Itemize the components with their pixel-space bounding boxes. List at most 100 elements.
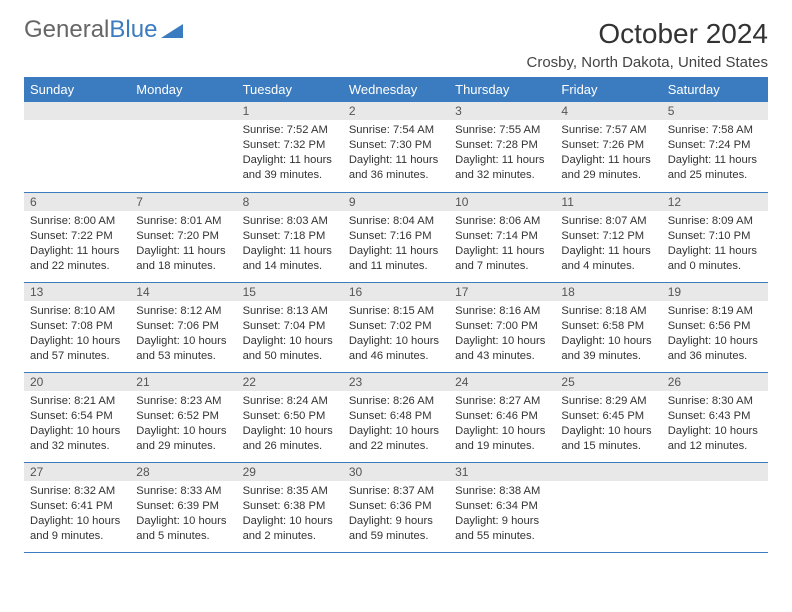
sunrise-text: Sunrise: 8:38 AM	[455, 484, 549, 499]
sunrise-text: Sunrise: 8:09 AM	[668, 214, 762, 229]
daylight-text: Daylight: 11 hours and 29 minutes.	[561, 153, 655, 183]
calendar-day-cell: 15Sunrise: 8:13 AMSunset: 7:04 PMDayligh…	[237, 282, 343, 372]
calendar-day-cell: 9Sunrise: 8:04 AMSunset: 7:16 PMDaylight…	[343, 192, 449, 282]
day-number	[555, 463, 661, 481]
daylight-text: Daylight: 10 hours and 26 minutes.	[243, 424, 337, 454]
calendar-day-cell: 1Sunrise: 7:52 AMSunset: 7:32 PMDaylight…	[237, 102, 343, 192]
day-number	[24, 102, 130, 120]
daylight-text: Daylight: 10 hours and 46 minutes.	[349, 334, 443, 364]
weekday-header: Sunday	[24, 77, 130, 102]
day-number: 13	[24, 283, 130, 301]
sunrise-text: Sunrise: 7:57 AM	[561, 123, 655, 138]
day-number: 1	[237, 102, 343, 120]
sunrise-text: Sunrise: 8:04 AM	[349, 214, 443, 229]
sunset-text: Sunset: 7:08 PM	[30, 319, 124, 334]
logo-triangle-icon	[161, 22, 183, 38]
daylight-text: Daylight: 9 hours and 55 minutes.	[455, 514, 549, 544]
location-label: Crosby, North Dakota, United States	[527, 54, 769, 71]
sunrise-text: Sunrise: 8:16 AM	[455, 304, 549, 319]
weekday-header: Saturday	[662, 77, 768, 102]
sunset-text: Sunset: 6:45 PM	[561, 409, 655, 424]
day-number: 10	[449, 193, 555, 211]
sunset-text: Sunset: 6:36 PM	[349, 499, 443, 514]
day-number: 12	[662, 193, 768, 211]
calendar-day-cell: 22Sunrise: 8:24 AMSunset: 6:50 PMDayligh…	[237, 372, 343, 462]
day-number: 6	[24, 193, 130, 211]
logo-text-2: Blue	[109, 18, 157, 42]
calendar-day-cell: 31Sunrise: 8:38 AMSunset: 6:34 PMDayligh…	[449, 462, 555, 552]
calendar-day-cell	[555, 462, 661, 552]
daylight-text: Daylight: 10 hours and 19 minutes.	[455, 424, 549, 454]
sunset-text: Sunset: 7:00 PM	[455, 319, 549, 334]
day-number: 26	[662, 373, 768, 391]
calendar-day-cell: 26Sunrise: 8:30 AMSunset: 6:43 PMDayligh…	[662, 372, 768, 462]
daylight-text: Daylight: 11 hours and 18 minutes.	[136, 244, 230, 274]
calendar-day-cell	[24, 102, 130, 192]
day-details: Sunrise: 8:07 AMSunset: 7:12 PMDaylight:…	[555, 211, 661, 280]
sunset-text: Sunset: 6:46 PM	[455, 409, 549, 424]
day-number: 5	[662, 102, 768, 120]
day-details: Sunrise: 8:15 AMSunset: 7:02 PMDaylight:…	[343, 301, 449, 370]
sunrise-text: Sunrise: 8:30 AM	[668, 394, 762, 409]
day-details: Sunrise: 8:13 AMSunset: 7:04 PMDaylight:…	[237, 301, 343, 370]
daylight-text: Daylight: 11 hours and 22 minutes.	[30, 244, 124, 274]
sunrise-text: Sunrise: 8:12 AM	[136, 304, 230, 319]
day-details: Sunrise: 8:32 AMSunset: 6:41 PMDaylight:…	[24, 481, 130, 550]
calendar-day-cell: 21Sunrise: 8:23 AMSunset: 6:52 PMDayligh…	[130, 372, 236, 462]
sunrise-text: Sunrise: 7:52 AM	[243, 123, 337, 138]
calendar-day-cell: 17Sunrise: 8:16 AMSunset: 7:00 PMDayligh…	[449, 282, 555, 372]
calendar-week-row: 1 Sunrise: 7:52 AMSunset: 7:32 PM Daylight…	[24, 102, 768, 192]
day-details: Sunrise: 8:37 AMSunset: 6:36 PMDaylight:…	[343, 481, 449, 550]
day-number: 24	[449, 373, 555, 391]
sunrise-text: Sunrise: 8:26 AM	[349, 394, 443, 409]
day-details: Sunrise: 7:57 AMSunset: 7:26 PMDaylight:…	[555, 120, 661, 189]
calendar-day-cell: 30Sunrise: 8:37 AMSunset: 6:36 PMDayligh…	[343, 462, 449, 552]
day-number: 17	[449, 283, 555, 301]
day-number: 27	[24, 463, 130, 481]
sunrise-text: Sunrise: 7:54 AM	[349, 123, 443, 138]
sunset-text: Sunset: 7:32 PM	[243, 138, 337, 153]
calendar-day-cell: 14Sunrise: 8:12 AMSunset: 7:06 PMDayligh…	[130, 282, 236, 372]
day-details: Sunrise: 8:09 AMSunset: 7:10 PMDaylight:…	[662, 211, 768, 280]
day-details: Sunrise: 8:04 AMSunset: 7:16 PMDaylight:…	[343, 211, 449, 280]
calendar-day-cell: 23Sunrise: 8:26 AMSunset: 6:48 PMDayligh…	[343, 372, 449, 462]
calendar-day-cell: 7Sunrise: 8:01 AMSunset: 7:20 PMDaylight…	[130, 192, 236, 282]
calendar-week-row: 6Sunrise: 8:00 AMSunset: 7:22 PMDaylight…	[24, 192, 768, 282]
day-number: 29	[237, 463, 343, 481]
day-number: 30	[343, 463, 449, 481]
day-number: 14	[130, 283, 236, 301]
logo: GeneralBlue	[24, 18, 183, 42]
calendar-page: GeneralBlue October 2024 Crosby, North D…	[0, 0, 792, 563]
sunrise-text: Sunrise: 8:23 AM	[136, 394, 230, 409]
daylight-text: Daylight: 11 hours and 14 minutes.	[243, 244, 337, 274]
calendar-day-cell: 10Sunrise: 8:06 AMSunset: 7:14 PMDayligh…	[449, 192, 555, 282]
day-number: 9	[343, 193, 449, 211]
calendar-day-cell: 19Sunrise: 8:19 AMSunset: 6:56 PMDayligh…	[662, 282, 768, 372]
daylight-text: Daylight: 10 hours and 53 minutes.	[136, 334, 230, 364]
calendar-day-cell: 24Sunrise: 8:27 AMSunset: 6:46 PMDayligh…	[449, 372, 555, 462]
day-details: Sunrise: 8:01 AMSunset: 7:20 PMDaylight:…	[130, 211, 236, 280]
weekday-header: Friday	[555, 77, 661, 102]
sunset-text: Sunset: 7:14 PM	[455, 229, 549, 244]
sunrise-text: Sunrise: 8:32 AM	[30, 484, 124, 499]
header: GeneralBlue October 2024 Crosby, North D…	[24, 18, 768, 71]
title-block: October 2024 Crosby, North Dakota, Unite…	[527, 18, 769, 71]
sunset-text: Sunset: 7:16 PM	[349, 229, 443, 244]
calendar-day-cell: 18Sunrise: 8:18 AMSunset: 6:58 PMDayligh…	[555, 282, 661, 372]
day-details: Sunrise: 8:33 AMSunset: 6:39 PMDaylight:…	[130, 481, 236, 550]
day-details: Sunrise: 8:00 AMSunset: 7:22 PMDaylight:…	[24, 211, 130, 280]
weekday-header: Wednesday	[343, 77, 449, 102]
sunset-text: Sunset: 7:10 PM	[668, 229, 762, 244]
day-number: 11	[555, 193, 661, 211]
sunrise-text: Sunrise: 8:06 AM	[455, 214, 549, 229]
calendar-day-cell: 11Sunrise: 8:07 AMSunset: 7:12 PMDayligh…	[555, 192, 661, 282]
sunrise-text: Sunrise: 8:29 AM	[561, 394, 655, 409]
day-number: 8	[237, 193, 343, 211]
daylight-text: Daylight: 11 hours and 32 minutes.	[455, 153, 549, 183]
sunrise-text: Sunrise: 8:01 AM	[136, 214, 230, 229]
day-number: 20	[24, 373, 130, 391]
calendar-table: Sunday Monday Tuesday Wednesday Thursday…	[24, 77, 768, 553]
day-details: Sunrise: 8:30 AMSunset: 6:43 PMDaylight:…	[662, 391, 768, 460]
sunset-text: Sunset: 6:34 PM	[455, 499, 549, 514]
logo-text-1: General	[24, 18, 109, 42]
